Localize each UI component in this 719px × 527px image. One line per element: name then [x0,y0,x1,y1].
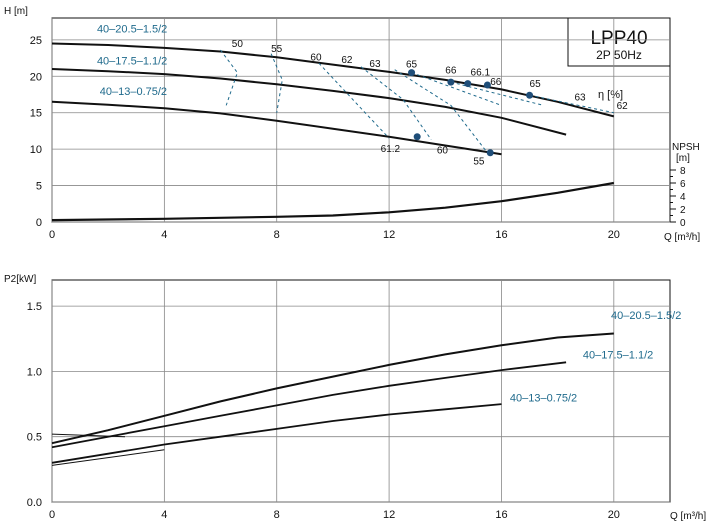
head-curve-1 [51,68,567,136]
bottom-y-tick-label: 0.5 [27,432,42,444]
efficiency-label: 66 [445,65,457,76]
top-x-tick-label: 16 [495,229,507,241]
efficiency-label: 66 [490,77,502,88]
bottom-y-tick-label: 1.5 [27,301,42,313]
bottom-x-tick-label: 12 [383,509,395,521]
head-axis-label: H [m] [4,6,28,17]
efficiency-marker-0 [408,69,416,77]
power-curve-start-0 [51,433,126,438]
head-curve-2 [51,100,502,156]
efficiency-label: 61.2 [381,144,401,155]
efficiency-label: 60 [310,52,322,63]
efficiency-guide-3 [360,66,432,140]
efficiency-label: 55 [271,44,283,55]
efficiency-guide-1 [270,53,283,113]
top-x-tick-label: 20 [608,229,620,241]
npsh-tick-label: 0 [680,218,686,229]
efficiency-guide-0 [220,49,238,106]
top-x-tick-label: 0 [49,229,55,241]
efficiency-marker-6 [486,149,494,157]
head-series-label: 40–13–0.75/2 [100,86,167,98]
bottom-x-tick-label: 4 [161,509,167,521]
head-curve-0 [51,42,615,118]
efficiency-guide-7 [529,94,614,114]
npsh-tick-label: 6 [680,179,686,190]
efficiency-marker-3 [483,81,491,89]
efficiency-label: 65 [530,79,542,90]
top-x-axis-label: Q [m³/h] [664,232,700,243]
efficiency-label: 63 [574,92,586,103]
npsh-tick-label: 4 [680,192,686,203]
efficiency-guide-5 [411,72,502,106]
top-y-tick-label: 20 [30,71,42,83]
power-axis-label: P2[kW] [4,274,36,285]
power-curve-start-2 [51,449,165,466]
top-y-tick-label: 25 [30,35,42,47]
power-series-label: 40–13–0.75/2 [510,392,577,404]
npsh-axis-unit: [m] [676,153,690,164]
efficiency-marker-1 [447,78,455,86]
efficiency-label: 65 [406,60,418,71]
efficiency-label: 63 [369,59,381,70]
top-x-tick-label: 12 [383,229,395,241]
efficiency-axis-label: η [%] [598,89,623,101]
efficiency-label: 62 [617,101,629,112]
power-curve-1 [51,361,567,449]
efficiency-marker-2 [464,80,472,88]
efficiency-label: 55 [473,156,485,167]
efficiency-guide-2 [318,62,390,139]
top-x-tick-label: 4 [161,229,167,241]
efficiency-guide-6 [450,81,544,106]
bottom-y-tick-label: 1.0 [27,366,42,378]
bottom-x-tick-label: 20 [608,509,620,521]
bottom-x-axis-label: Q [m³/h] [670,511,706,522]
top-y-tick-label: 0 [36,217,42,229]
npsh-curve [51,181,614,222]
power-curve-0 [51,332,614,445]
head-series-label: 40–17.5–1.1/2 [97,56,167,68]
efficiency-label: 50 [232,39,244,50]
efficiency-guide-4 [394,69,488,154]
top-y-tick-label: 5 [36,181,42,193]
top-y-tick-label: 15 [30,108,42,120]
efficiency-label: 62 [341,55,353,66]
npsh-tick-label: 2 [680,205,686,216]
top-y-tick-label: 10 [30,144,42,156]
power-curve-2 [51,403,502,464]
chart-title: LPP40 [590,28,647,49]
bottom-x-tick-label: 0 [49,509,55,521]
efficiency-marker-5 [413,133,421,141]
title-box [567,17,671,67]
bottom-y-tick-label: 0.0 [27,497,42,509]
head-series-label: 40–20.5–1.5/2 [97,24,167,36]
power-series-label: 40–20.5–1.5/2 [611,310,681,322]
bottom-x-tick-label: 8 [274,509,280,521]
npsh-axis-label: NPSH [672,142,700,153]
top-x-tick-label: 8 [274,229,280,241]
power-series-label: 40–17.5–1.1/2 [583,349,653,361]
bottom-x-tick-label: 16 [495,509,507,521]
chart-subtitle: 2P 50Hz [596,48,642,62]
efficiency-marker-4 [526,91,534,99]
efficiency-label: 60 [437,146,449,157]
efficiency-label: 66.1 [471,68,491,79]
npsh-tick-label: 8 [680,166,686,177]
